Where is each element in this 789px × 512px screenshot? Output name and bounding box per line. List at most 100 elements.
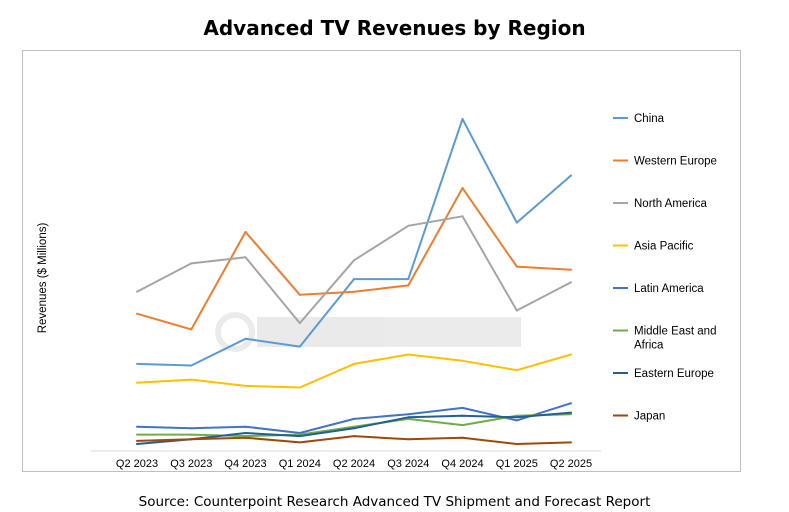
legend-label: China [634,113,665,125]
data-point [136,443,138,445]
series-china [136,118,572,367]
data-point [407,353,410,356]
data-point [190,433,193,436]
data-point [407,284,410,287]
data-point [190,427,193,430]
data-point [407,278,410,281]
legend-item-eastern-europe: Eastern Europe [613,368,714,380]
data-point [136,439,138,442]
legend-label: Asia Pacific [634,241,694,253]
data-point [353,362,355,365]
data-point [461,215,464,218]
data-point [515,416,518,419]
legend-item-middle-east-and-africa: Middle East and Africa [613,326,716,352]
source-note: Source: Counterpoint Research Advanced T… [138,494,651,510]
data-point [244,337,247,340]
chart-title: Advanced TV Revenues by Region [203,16,586,40]
legend-label: Middle East and Africa [634,326,716,352]
data-point [298,441,301,444]
data-point [298,293,301,296]
data-point [407,438,410,441]
data-point [190,328,193,331]
series-line-western-europe [136,187,572,331]
legend: China Western Europe North America Asia Pac… [613,113,717,423]
data-point [298,345,301,348]
data-point [515,309,518,312]
legend-label: North America [634,198,707,210]
x-tick-label: Q4 2023 [224,458,266,470]
data-point [136,425,138,428]
series-middle-east-and-africa [136,413,572,438]
x-tick-label: Q4 2024 [441,458,483,470]
data-point [407,413,410,416]
data-point [353,435,355,438]
data-point [515,369,518,372]
data-point [298,386,301,389]
x-tick-label: Q3 2024 [387,458,429,470]
legend-label: Japan [634,411,665,423]
data-point [570,268,572,271]
x-tick-label: Q2 2025 [550,458,592,470]
data-point [515,443,518,445]
data-point [298,435,301,438]
legend-item-asia-pacific: Asia Pacific [613,241,694,253]
data-point [461,436,464,439]
legend-item-western-europe: Western Europe [613,156,717,168]
data-point [570,353,572,356]
x-tick-label: Q1 2024 [279,458,321,470]
data-point [461,406,464,409]
line-chart: Revenues ($ Millions) Q2 2023 Q3 2023 Q4 2… [37,113,717,470]
data-point [190,378,193,381]
data-point [461,414,464,417]
data-point [515,221,518,224]
data-point [244,432,247,434]
data-point [136,312,138,315]
series-eastern-europe [136,411,572,445]
data-point [407,224,410,227]
data-point [461,118,464,120]
data-point [407,416,410,419]
data-point [353,427,355,430]
data-point [353,278,355,281]
data-point [190,364,193,367]
series-line-north-america [136,215,572,325]
series-western-europe [136,187,572,331]
series-asia-pacific [136,353,572,389]
data-point [136,381,138,384]
data-point [515,414,518,417]
data-point [461,187,464,190]
data-point [244,384,247,387]
data-point [190,438,193,441]
data-point [570,441,572,444]
data-point [461,424,464,427]
data-point [244,231,247,233]
data-point [298,432,301,434]
series-japan [136,435,572,445]
data-point [136,362,138,365]
data-point [570,281,572,284]
watermark [215,312,521,352]
legend-label: Eastern Europe [634,368,714,380]
data-point [515,419,518,422]
y-axis-label: Revenues ($ Millions) [37,223,49,334]
data-point [570,413,572,416]
data-point [244,256,247,259]
data-point [353,417,355,420]
data-point [515,265,518,268]
data-point [570,402,572,405]
legend-item-north-america: North America [613,198,707,210]
legend-item-china: China [613,113,665,125]
data-point [244,425,247,428]
data-point [353,259,355,262]
x-tick-label: Q1 2025 [496,458,538,470]
series-north-america [136,215,572,325]
chart-area: Revenues ($ Millions) Q2 2023 Q3 2023 Q4 2… [22,50,741,472]
data-point [244,435,247,438]
data-point [298,322,301,325]
legend-label: Western Europe [634,156,717,168]
x-tick-label: Q2 2023 [116,458,158,470]
data-point [570,411,572,414]
x-tick-label: Q2 2024 [333,458,375,470]
data-point [136,290,138,293]
data-point [461,359,464,362]
